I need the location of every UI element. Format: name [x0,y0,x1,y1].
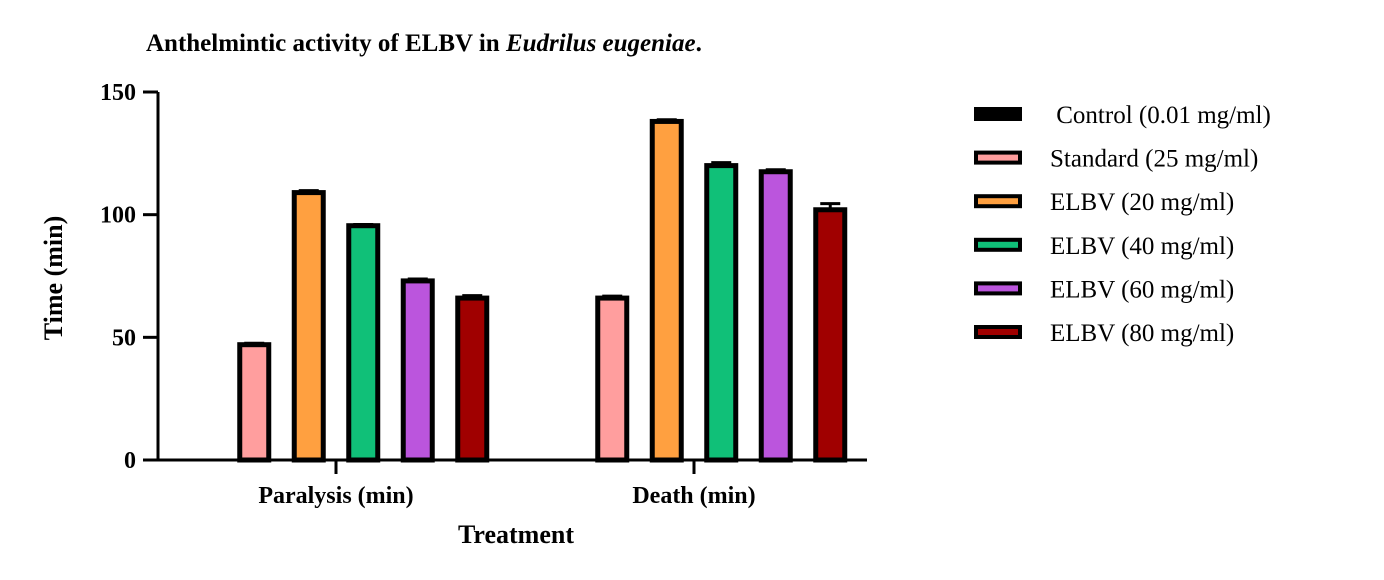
bar [813,207,848,463]
legend-swatch [974,281,1022,296]
bar [704,163,739,463]
y-tick-label: 0 [124,448,136,474]
bar [649,118,684,463]
legend-label: Standard (25 mg/ml) [1050,146,1258,173]
bar [595,295,630,463]
x-category-label: Death (min) [632,483,755,509]
legend-label: ELBV (20 mg/ml) [1050,189,1234,216]
legend-swatch [974,107,1022,121]
y-axis-title: Time (min) [39,216,68,340]
x-category-label: Paralysis (min) [258,483,413,509]
x-axis: Paralysis (min) Death (min) [158,458,867,509]
legend-label: Control (0.01 mg/ml) [1050,102,1271,129]
bar [400,278,435,463]
legend-swatch [974,237,1022,252]
x-axis-title: Treatment [458,520,574,549]
legend-swatch [974,325,1022,339]
y-tick-label: 50 [112,325,136,351]
chart-title: Anthelmintic activity of ELBV in Eudrilu… [146,30,702,57]
legend-item: ELBV (60 mg/ml) [974,276,1234,303]
bar [346,223,381,463]
legend-item: Standard (25 mg/ml) [974,146,1258,173]
chart-title-end: . [696,30,702,57]
y-tick-label: 100 [100,203,136,229]
legend-item: Control (0.01 mg/ml) [974,102,1271,129]
bar [758,169,793,463]
legend-label: ELBV (60 mg/ml) [1050,276,1234,303]
legend-label: ELBV (40 mg/ml) [1050,233,1234,260]
legend-item: ELBV (80 mg/ml) [974,320,1234,347]
bar [237,342,272,463]
legend-swatch [974,150,1022,165]
legend: Control (0.01 mg/ml) Standard (25 mg/ml) E… [974,102,1271,347]
bar [291,190,326,463]
y-axis: 0 50 100 150 [100,80,160,474]
chart-title-main: Anthelmintic activity of ELBV in [146,30,506,57]
bars-group [237,118,848,463]
legend-item: ELBV (20 mg/ml) [974,189,1234,216]
legend-swatch [974,194,1022,209]
legend-label: ELBV (80 mg/ml) [1050,320,1234,347]
chart-title-italic: Eudrilus eugeniae [505,30,696,57]
bar [455,295,490,463]
y-tick-label: 150 [100,80,136,106]
legend-item: ELBV (40 mg/ml) [974,233,1234,260]
